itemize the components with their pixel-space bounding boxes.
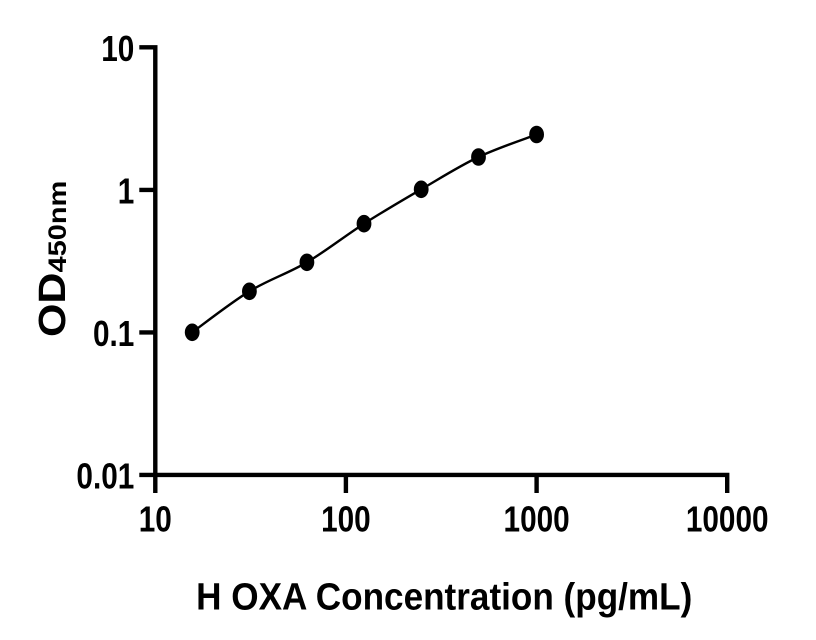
svg-text:H OXA Concentration (pg/mL): H OXA Concentration (pg/mL) — [196, 575, 692, 617]
svg-text:10: 10 — [101, 29, 134, 70]
svg-text:1: 1 — [118, 172, 135, 213]
svg-text:100: 100 — [321, 500, 371, 541]
svg-text:0.1: 0.1 — [93, 314, 134, 355]
svg-text:1000: 1000 — [504, 500, 570, 541]
svg-text:10000: 10000 — [686, 500, 769, 541]
svg-text:0.01: 0.01 — [76, 457, 134, 498]
svg-text:10: 10 — [139, 500, 172, 541]
